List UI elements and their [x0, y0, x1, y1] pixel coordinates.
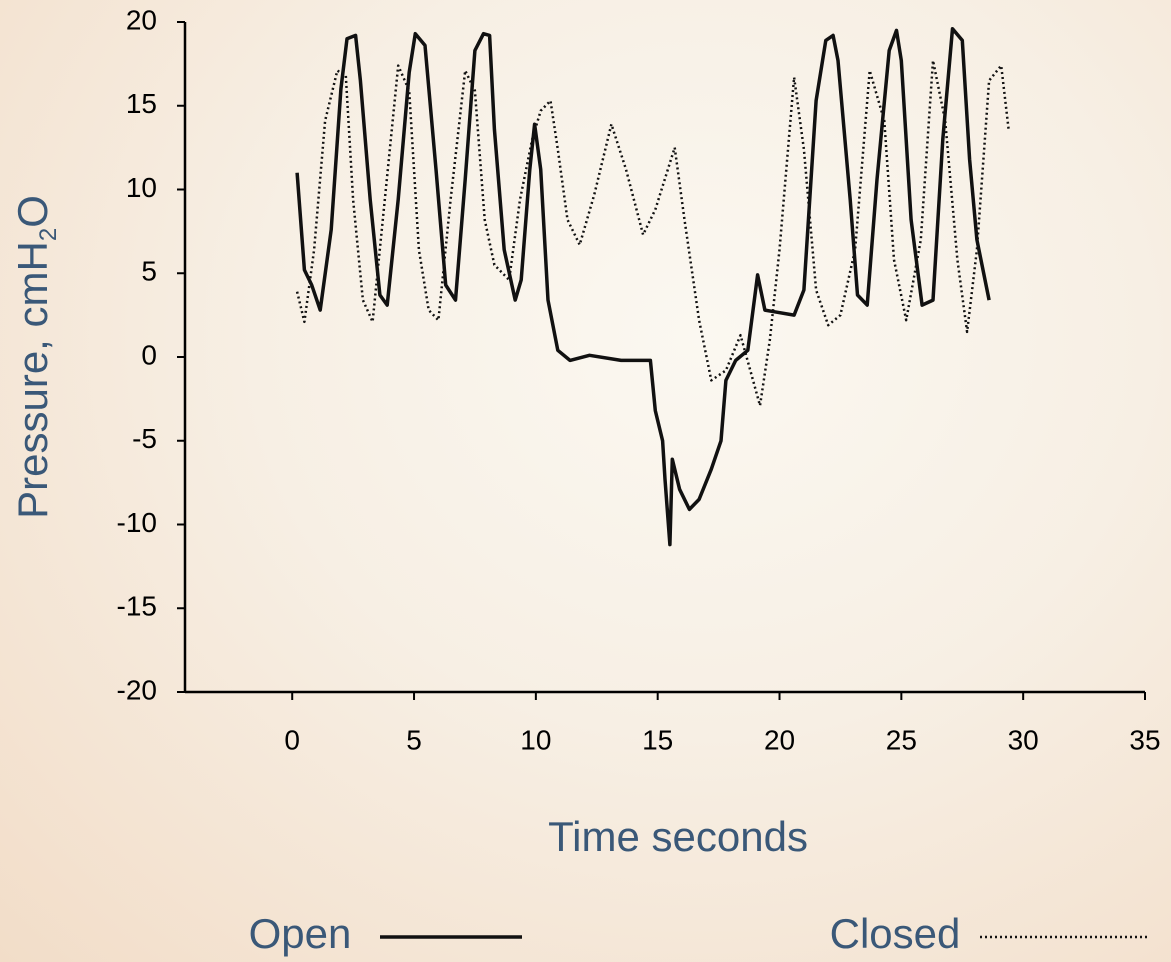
- x-tick-label: 0: [284, 724, 300, 755]
- y-tick-label: -15: [117, 591, 157, 622]
- x-tick-label: 5: [406, 724, 422, 755]
- x-tick-label: 35: [1129, 724, 1160, 755]
- legend-label: Open: [249, 910, 352, 957]
- x-tick-label: 10: [520, 724, 551, 755]
- y-tick-label: 15: [126, 88, 157, 119]
- x-tick-label: 30: [1008, 724, 1039, 755]
- x-tick-label: 15: [642, 724, 673, 755]
- legend-label: Closed: [830, 910, 961, 957]
- y-axis-title: Pressure, cmH2O: [9, 195, 62, 519]
- series-line: [295, 26, 991, 547]
- y-tick-label: -5: [132, 423, 157, 454]
- x-tick-label: 20: [764, 724, 795, 755]
- x-axis-title: Time seconds: [548, 813, 808, 860]
- y-tick-label: 5: [141, 256, 157, 287]
- y-tick-label: 10: [126, 172, 157, 203]
- y-tick-label: -10: [117, 507, 157, 538]
- x-tick-label: 25: [886, 724, 917, 755]
- y-tick-label: -20: [117, 674, 157, 705]
- y-tick-label: 0: [141, 339, 157, 370]
- series-line: [295, 59, 1010, 407]
- y-tick-label: 20: [126, 4, 157, 35]
